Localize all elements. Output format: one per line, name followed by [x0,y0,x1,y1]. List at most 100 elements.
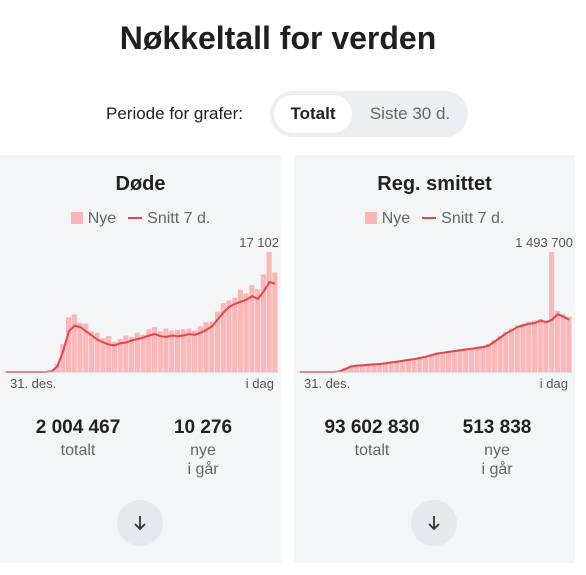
bar [60,343,66,372]
bar [457,349,463,372]
bar [514,325,520,372]
bar [129,336,135,372]
bar [123,335,129,372]
arrow-icon [428,516,440,531]
bar [440,351,446,372]
bar [423,355,429,372]
bar [377,363,383,372]
bar [180,329,186,372]
bar [146,329,152,372]
x-label: 31. des. [304,376,350,391]
bar [94,332,100,372]
stat-label: nye i går [133,441,273,479]
period-label: Periode for grafer: [106,104,244,123]
bar [497,335,503,372]
average-line [299,313,570,373]
stat-value: 513 838 [462,417,532,438]
legend-swatch [128,217,143,219]
bar [508,328,515,372]
bar [106,336,112,372]
bar [163,328,169,372]
stat-label: totalt [8,441,148,460]
bar [348,365,354,372]
stat-label-line: i går [481,461,513,478]
bar [388,361,394,372]
bar [428,354,434,372]
expand-button[interactable] [117,500,163,546]
bar [255,289,261,372]
bar [531,320,538,372]
card-title: Døde [115,173,166,195]
bar [526,321,532,372]
bar [371,363,377,372]
bar [140,334,146,372]
x-label: i dag [246,376,274,391]
bar [365,364,371,372]
bar [203,322,209,372]
bar [411,358,417,372]
bar [174,329,181,372]
bar [468,347,475,372]
stat-label: nye i går [427,441,567,479]
bar [151,327,158,372]
bar [360,364,366,372]
bar [134,332,140,372]
bar [66,317,72,372]
legend-label: Nye [87,210,117,227]
bar [209,321,215,372]
bar [232,297,238,372]
legend: Nye Snitt 7 d. [0,210,281,228]
bar [400,360,406,372]
bar [474,346,480,372]
x-label: i dag [540,376,568,391]
stat-label-line: totalt [60,442,96,459]
bar [117,339,123,372]
stat-value: 10 276 [173,417,233,438]
bar [554,310,560,372]
bar [111,341,117,372]
stat-label-line: totalt [354,442,390,459]
card-title: Reg. smittet [377,173,492,195]
bar [88,331,95,372]
arrow-icon [134,516,146,531]
period-option[interactable]: Siste 30 d. [369,104,451,123]
stat-value: 93 602 830 [324,417,420,438]
bar [272,272,278,372]
bar [249,284,255,372]
bar [451,350,457,372]
stat-label-line: i går [187,461,219,478]
expand-button[interactable] [411,500,457,546]
legend-label: Nye [381,210,411,227]
bar [394,360,400,372]
bar [537,318,543,372]
legend-swatch [70,212,83,224]
bar [243,293,249,372]
bar [445,350,452,372]
bar [197,326,203,372]
bar [486,343,492,372]
bar [71,314,77,372]
bar [83,323,89,372]
bar [220,303,226,372]
bar [226,300,232,372]
period-option[interactable]: Totalt [274,95,352,133]
bar [463,348,469,372]
bar [566,316,572,372]
stat-label-line: nye [190,442,216,459]
bar [382,362,389,372]
bar [186,328,192,372]
stat-value: 2 004 467 [35,417,121,438]
max-label: 17 102 [239,235,279,250]
legend-swatch [364,212,377,224]
bar [520,323,526,372]
bar [169,330,175,372]
bar [503,331,509,372]
bar [417,357,423,372]
average-line [5,281,276,373]
bar [549,252,555,372]
legend-label: Snitt 7 d. [441,210,505,227]
bar [260,274,266,372]
bar [237,289,244,372]
bar [77,322,83,372]
legend-swatch [422,217,437,219]
